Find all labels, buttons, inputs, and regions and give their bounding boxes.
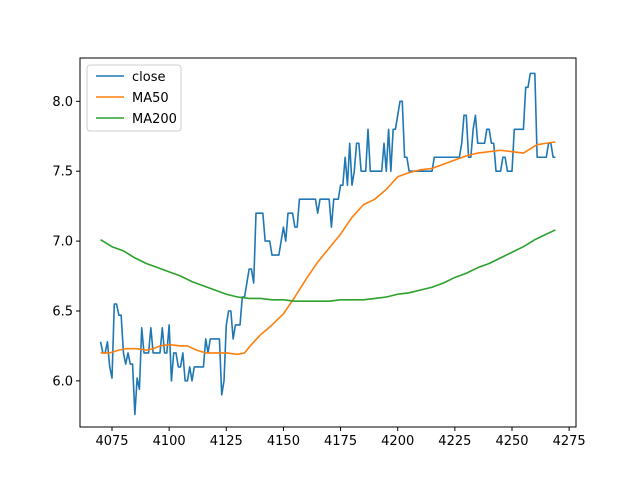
y-tick-label: 7.0 bbox=[52, 235, 73, 250]
series-line-close bbox=[99, 72, 556, 416]
x-tick-label: 4075 bbox=[95, 434, 128, 449]
legend-label-close: close bbox=[132, 70, 165, 85]
y-axis: 6.0 6.5 7.0 7.5 8.0 bbox=[52, 95, 80, 389]
legend-label-ma50: MA50 bbox=[132, 91, 169, 106]
series-line-ma200 bbox=[100, 229, 556, 302]
legend-box bbox=[86, 64, 182, 132]
x-tick-label: 4225 bbox=[438, 434, 471, 449]
plot-frame bbox=[79, 57, 577, 428]
x-tick-label: 4200 bbox=[381, 434, 414, 449]
legend: close MA50 MA200 bbox=[86, 64, 182, 132]
x-tick-label: 4100 bbox=[153, 434, 186, 449]
series-layer bbox=[99, 72, 556, 416]
y-tick-label: 6.5 bbox=[52, 304, 73, 319]
x-tick-label: 4175 bbox=[324, 434, 357, 449]
series-line-ma50 bbox=[100, 141, 556, 356]
y-tick-label: 6.0 bbox=[52, 374, 73, 389]
x-tick-label: 4250 bbox=[495, 434, 528, 449]
y-tick-label: 8.0 bbox=[52, 95, 73, 110]
x-tick-label: 4275 bbox=[553, 434, 586, 449]
x-tick-label: 4150 bbox=[267, 434, 300, 449]
x-axis: 4075 4100 4125 4150 4175 4200 4225 4250 4275 bbox=[95, 427, 586, 449]
y-tick-label: 7.5 bbox=[52, 165, 73, 180]
legend-label-ma200: MA200 bbox=[132, 112, 177, 127]
x-tick-label: 4125 bbox=[210, 434, 243, 449]
